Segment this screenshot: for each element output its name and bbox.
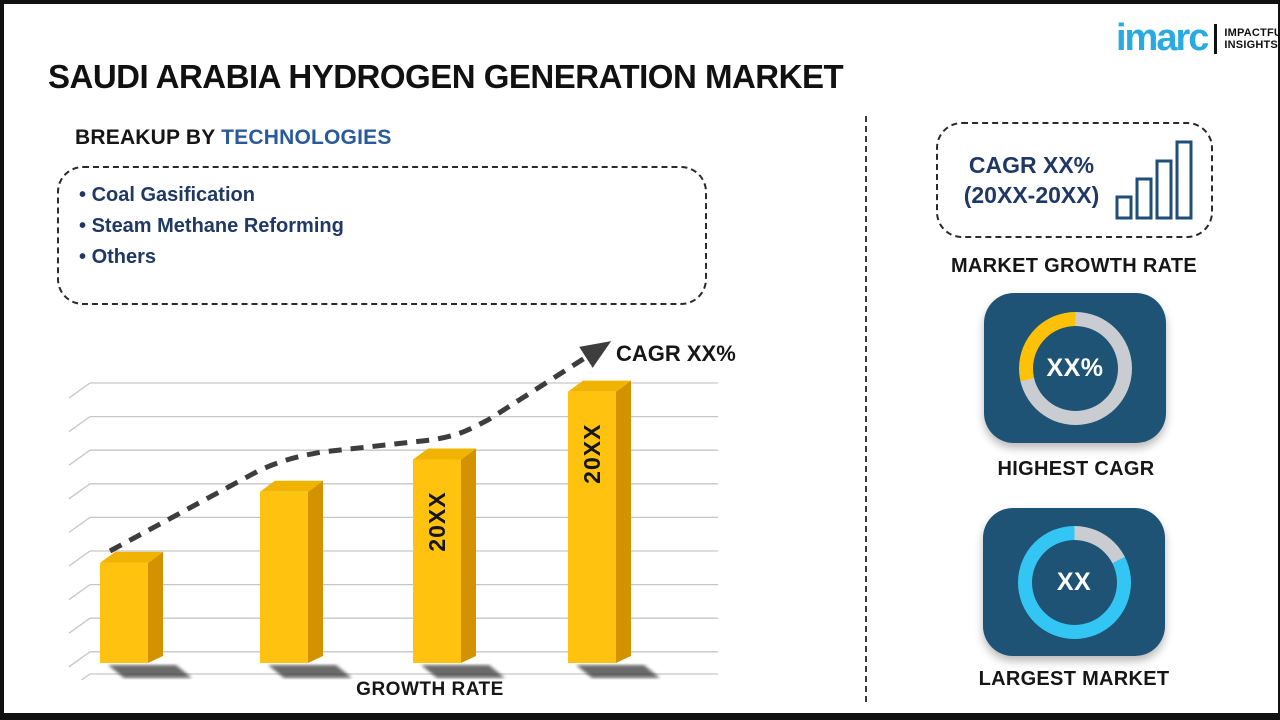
bar	[568, 391, 616, 663]
gridline-tick	[68, 416, 91, 433]
bar-shadow	[108, 665, 192, 678]
logo-tagline: IMPACTFUL INSIGHTS	[1224, 27, 1280, 51]
growth-bars-icon	[1115, 140, 1193, 220]
gridline-tick	[68, 617, 91, 634]
bar-side-face	[616, 380, 631, 663]
bar-label: 20XX	[579, 424, 605, 484]
cagr-line1: CAGR XX%	[968, 152, 1095, 178]
logo-separator	[1214, 24, 1218, 54]
bar-chart-canvas: 20XX 20XX	[68, 341, 718, 690]
bar	[260, 491, 308, 663]
cagr-value-text: CAGR XX% (20XX-20XX)	[948, 150, 1115, 210]
logo-tagline-line2: INSIGHTS	[1224, 39, 1278, 51]
bar-shadow	[268, 665, 352, 678]
bar-side-face	[461, 448, 476, 663]
bar	[100, 562, 148, 663]
technologies-list-box: Coal Gasification Steam Methane Reformin…	[57, 166, 707, 305]
breakup-heading-prefix: BREAKUP BY	[75, 126, 222, 149]
gridline-tick	[68, 483, 91, 500]
logo-wordmark: imarc	[1116, 17, 1209, 59]
highest-cagr-card: XX%	[984, 293, 1166, 443]
highest-cagr-donut-chart: XX%	[1018, 311, 1132, 425]
gridline-tick	[68, 550, 91, 567]
market-growth-rate-label: MARKET GROWTH RATE	[950, 255, 1198, 277]
largest-market-donut-chart: XX	[1017, 525, 1131, 639]
page-border-right	[1278, 0, 1280, 720]
page-border-bottom	[0, 713, 1280, 720]
gridline-tick	[68, 382, 91, 399]
cagr-line2: (20XX-20XX)	[963, 182, 1100, 208]
technologies-list: Coal Gasification Steam Methane Reformin…	[79, 180, 685, 273]
gridline-tick	[68, 584, 91, 601]
gridline-tick	[68, 516, 91, 533]
logo-tagline-line1: IMPACTFUL	[1224, 27, 1280, 39]
gridline-tick	[68, 449, 91, 466]
donut-hole: XX%	[1032, 325, 1118, 411]
page-border-left	[0, 0, 4, 720]
breakup-heading-highlight: TECHNOLOGIES	[221, 126, 392, 149]
bar-label: 20XX	[424, 491, 450, 551]
list-item: Others	[79, 242, 685, 273]
list-item: Coal Gasification	[79, 180, 685, 211]
largest-market-label: LARGEST MARKET	[978, 668, 1170, 690]
page-title: SAUDI ARABIA HYDROGEN GENERATION MARKET	[48, 58, 844, 95]
bar-top-face	[260, 480, 323, 492]
page-border-top	[0, 0, 1280, 4]
breakup-heading: BREAKUP BY TECHNOLOGIES	[75, 126, 392, 150]
bar-top-face	[413, 448, 476, 460]
bar-shadow	[421, 665, 505, 678]
largest-market-card: XX	[983, 508, 1165, 656]
highest-cagr-label: HIGHEST CAGR	[997, 458, 1155, 480]
gridline-tick	[68, 651, 91, 668]
bar-top-face	[100, 551, 163, 563]
highest-cagr-value: XX%	[1046, 353, 1104, 382]
bar-top-face	[568, 380, 631, 392]
largest-market-value: XX	[1056, 567, 1092, 596]
cagr-trend-label: CAGR XX%	[616, 341, 736, 366]
floor-tick	[68, 673, 91, 690]
bar-side-face	[308, 480, 323, 663]
imarc-logo: imarc IMPACTFUL INSIGHTS	[1116, 17, 1280, 59]
bar	[413, 459, 461, 663]
list-item: Steam Methane Reforming	[79, 211, 685, 242]
vertical-divider	[865, 116, 867, 702]
cagr-trend-arrow	[108, 341, 612, 554]
market-growth-rate-box: CAGR XX% (20XX-20XX)	[936, 122, 1213, 238]
bar-shadow	[576, 665, 660, 678]
donut-hole: XX	[1031, 539, 1117, 625]
growth-rate-chart: 20XX 20XX CAGR XX% GROWTH RATE	[60, 335, 760, 707]
bar-side-face	[148, 551, 163, 663]
x-axis-label: GROWTH RATE	[356, 679, 504, 700]
